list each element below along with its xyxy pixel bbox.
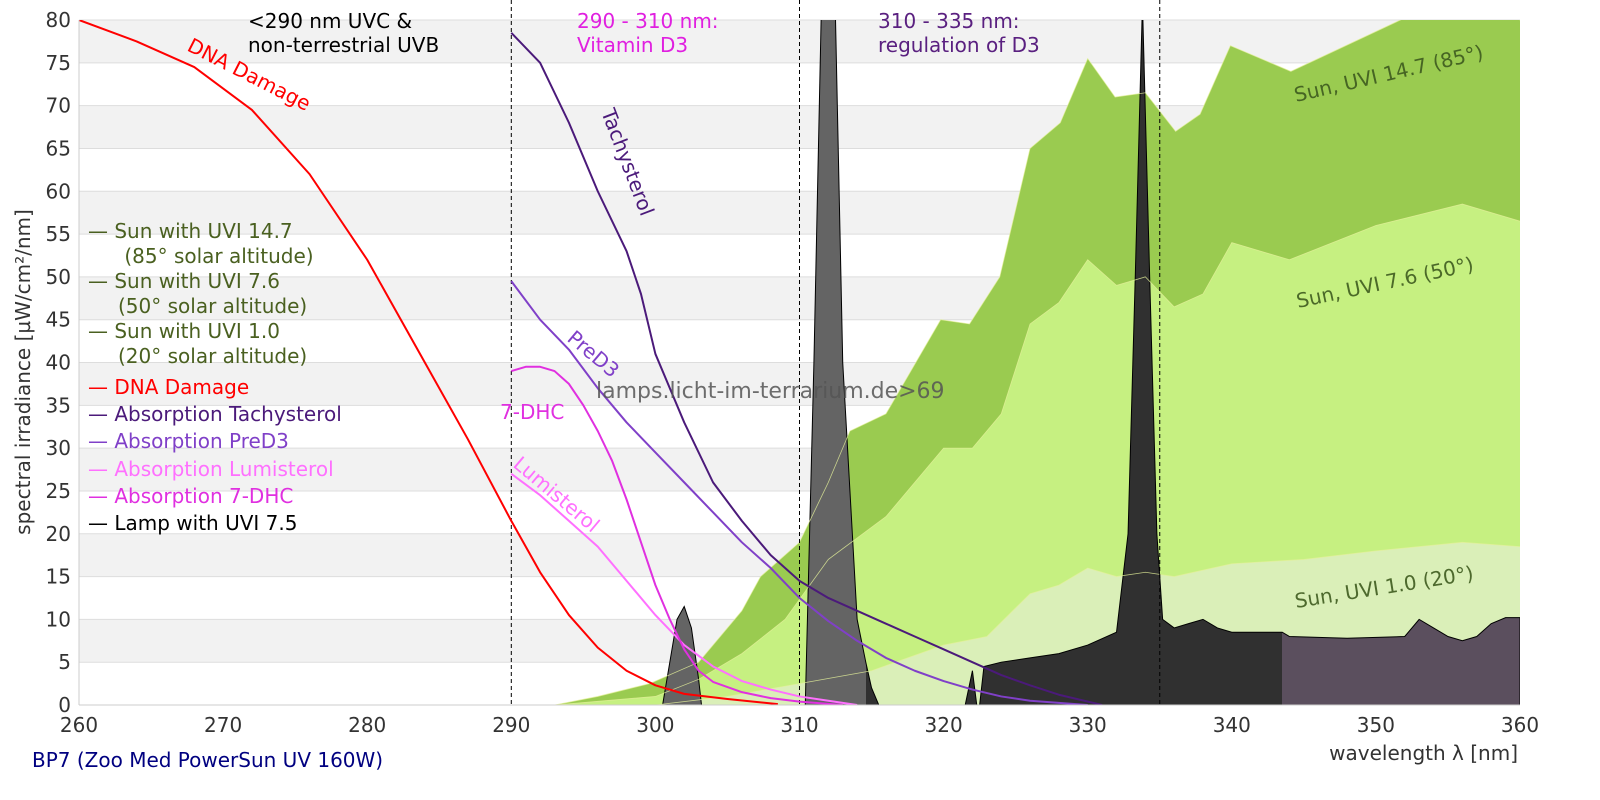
legend-sun-14-7: — Sun with UVI 14.7 bbox=[88, 219, 293, 243]
grid-band bbox=[79, 20, 1520, 63]
y-tick-label: 55 bbox=[46, 222, 71, 246]
legend-sun-7-6: — Sun with UVI 7.6 bbox=[88, 269, 280, 293]
area-lamp-with-uvi-7-5 bbox=[662, 20, 1520, 705]
y-tick-label: 75 bbox=[46, 51, 71, 75]
annotation-d3-line1: 290 - 310 nm: bbox=[577, 9, 719, 33]
line-series bbox=[79, 20, 1103, 705]
line-dna-damage bbox=[79, 20, 778, 705]
legend-dna: — DNA Damage bbox=[88, 375, 249, 399]
x-tick-label: 270 bbox=[204, 713, 242, 737]
curve-label-7dhc: 7-DHC bbox=[500, 400, 564, 424]
y-tick-label: 30 bbox=[46, 436, 71, 460]
annotation-uvc-line2: non-terrestrial UVB bbox=[248, 33, 439, 57]
x-tick-label: 360 bbox=[1501, 713, 1539, 737]
sun-outline bbox=[554, 203, 1520, 705]
y-tick-label: 10 bbox=[46, 607, 71, 631]
line-7-dhc bbox=[511, 365, 843, 705]
x-tick-label: 320 bbox=[925, 713, 963, 737]
legend-pred3: — Absorption PreD3 bbox=[88, 429, 289, 453]
legend-7dhc: — Absorption 7-DHC bbox=[88, 484, 293, 508]
x-tick-label: 310 bbox=[780, 713, 818, 737]
x-axis-label: wavelength λ [nm] bbox=[1329, 741, 1518, 765]
y-tick-label: 40 bbox=[46, 351, 71, 375]
y-tick-label: 15 bbox=[46, 565, 71, 589]
legend-sun-1-0: — Sun with UVI 1.0 bbox=[88, 319, 280, 343]
line-pred3 bbox=[510, 280, 1088, 705]
x-tick-label: 280 bbox=[348, 713, 386, 737]
axes: 0 5 10 15 20 25 30 35 40 45 50 55 60 65 70 75 80 260 270 28… bbox=[46, 8, 1540, 737]
x-tick-label: 340 bbox=[1213, 713, 1251, 737]
annotation-d3-line2: Vitamin D3 bbox=[577, 33, 688, 57]
range-dividers bbox=[510, 0, 1161, 705]
y-tick-label: 25 bbox=[46, 479, 71, 503]
x-tick-label: 300 bbox=[636, 713, 674, 737]
legend-lamp: — Lamp with UVI 7.5 bbox=[88, 511, 297, 535]
legend-sun-1-0-sub: (20° solar altitude) bbox=[118, 344, 307, 368]
annotation-reg-line2: regulation of D3 bbox=[878, 33, 1040, 57]
y-tick-label: 5 bbox=[58, 650, 71, 674]
x-tick-label: 350 bbox=[1357, 713, 1395, 737]
annotation-reg-line1: 310 - 335 nm: bbox=[878, 9, 1020, 33]
legend-sun-14-7-sub: (85° solar altitude) bbox=[118, 244, 314, 268]
sun-outline bbox=[554, 20, 1520, 705]
x-tick-label: 290 bbox=[492, 713, 530, 737]
sun-outlines bbox=[554, 20, 1520, 705]
annotation-uvc: <290 nm UVC & non-terrestrial UVB bbox=[248, 9, 439, 57]
sun-outline bbox=[655, 541, 1520, 705]
legend-sun-7-6-sub: (50° solar altitude) bbox=[118, 294, 307, 318]
legend-lumisterol: — Absorption Lumisterol bbox=[88, 457, 334, 481]
x-tick-label: 260 bbox=[60, 713, 98, 737]
area-series bbox=[554, 20, 1520, 705]
watermark: lamps.licht-im-terrarium.de>69 bbox=[596, 379, 945, 404]
chart-subtitle: BP7 (Zoo Med PowerSun UV 160W) bbox=[32, 748, 383, 772]
y-tick-label: 70 bbox=[46, 94, 71, 118]
annotation-vitamin-d3: 290 - 310 nm: Vitamin D3 bbox=[577, 9, 719, 57]
y-tick-label: 50 bbox=[46, 265, 71, 289]
line-tachysterol bbox=[510, 32, 1103, 705]
line-lumisterol bbox=[510, 473, 858, 705]
legend-tachysterol: — Absorption Tachysterol bbox=[88, 402, 342, 426]
annotation-uvc-line1: <290 nm UVC & bbox=[248, 9, 412, 33]
legend: — Sun with UVI 14.7 (85° solar altitude)… bbox=[88, 219, 342, 535]
y-tick-label: 45 bbox=[46, 308, 71, 332]
y-tick-label: 60 bbox=[46, 179, 71, 203]
y-tick-label: 65 bbox=[46, 136, 71, 160]
y-tick-label: 0 bbox=[58, 693, 71, 717]
y-tick-label: 80 bbox=[46, 8, 71, 32]
annotation-regulation: 310 - 335 nm: regulation of D3 bbox=[878, 9, 1040, 57]
y-axis-label: spectral irradiance [µW/cm²/nm] bbox=[11, 209, 35, 535]
y-tick-label: 35 bbox=[46, 393, 71, 417]
y-tick-label: 20 bbox=[46, 522, 71, 546]
x-tick-label: 330 bbox=[1069, 713, 1107, 737]
